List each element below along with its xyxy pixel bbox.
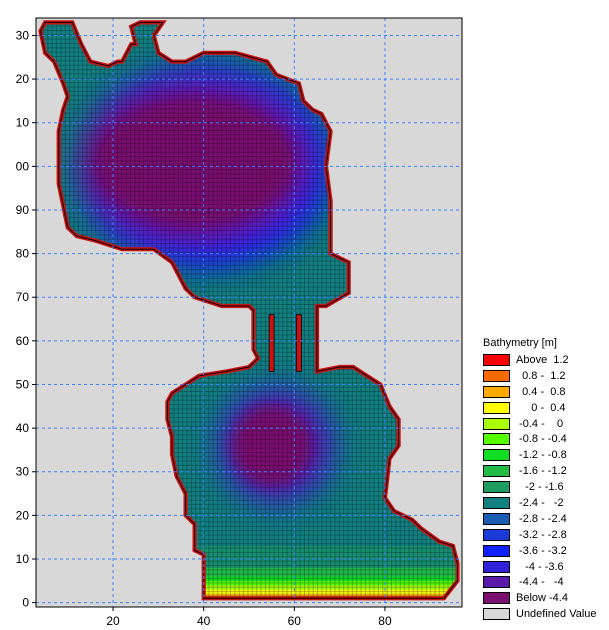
legend-item: 0.4 - 0.8 [483, 384, 607, 400]
legend-item: -0.8 - -0.4 [483, 431, 607, 447]
x-tick-label: 20 [106, 614, 120, 628]
y-tick-label: 0 [22, 596, 29, 610]
y-axis: 0 10 20 30 40 50 60 70 80 90 00 10 20 30 [16, 28, 36, 610]
legend-item: -0.4 - 0 [483, 416, 607, 432]
legend-item: -2.8 - -2.4 [483, 511, 607, 527]
x-tick-label: 60 [288, 614, 302, 628]
legend-label: -0.4 - 0 [516, 417, 564, 430]
y-tick-label: 00 [16, 159, 30, 173]
legend-item: 0.8 - 1.2 [483, 368, 607, 384]
y-tick-label: 90 [16, 203, 30, 217]
legend-item: -3.2 - -2.8 [483, 527, 607, 543]
legend-label: 0 - 0.4 [516, 401, 566, 414]
legend-item: -1.6 - -1.2 [483, 463, 607, 479]
y-tick-label: 60 [16, 334, 30, 348]
legend-swatch [483, 465, 510, 478]
legend-item: Below -4.4 [483, 590, 607, 606]
y-tick-label: 10 [16, 116, 30, 130]
y-tick-label: 30 [16, 465, 30, 479]
legend-swatch [483, 433, 510, 446]
legend-label: -2.4 - -2 [516, 496, 564, 509]
legend-swatch [483, 401, 510, 414]
y-tick-label: 50 [16, 377, 30, 391]
legend-swatch [483, 608, 510, 621]
legend-label: -0.8 - -0.4 [516, 433, 567, 446]
legend-item: 0 - 0.4 [483, 400, 607, 416]
plot-frame [35, 17, 463, 608]
legend-item: -2 - -1.6 [483, 479, 607, 495]
legend-swatch [483, 576, 510, 589]
legend-label: -1.2 - -0.8 [516, 449, 567, 462]
legend-item: -2.4 - -2 [483, 495, 607, 511]
legend-item: -4 - -3.6 [483, 559, 607, 575]
y-tick-label: 10 [16, 552, 30, 566]
y-tick-label: 40 [16, 421, 30, 435]
legend-item: Undefined Value [483, 606, 607, 622]
grid-lines [36, 18, 462, 607]
legend: Bathymetry [m] Above 1.2 0.8 - 1.2 0.4 -… [483, 336, 607, 622]
legend-title: Bathymetry [m] [483, 337, 557, 349]
y-tick-label: 20 [16, 72, 30, 86]
y-tick-label: 70 [16, 290, 30, 304]
legend-label: -2.8 - -2.4 [516, 512, 567, 525]
legend-label: -4 - -3.6 [516, 560, 564, 573]
y-tick-label: 80 [16, 247, 30, 261]
legend-swatch [483, 369, 510, 382]
legend-label: Above 1.2 [516, 353, 569, 366]
legend-label: 0.8 - 1.2 [516, 369, 566, 382]
legend-label: 0.4 - 0.8 [516, 385, 566, 398]
x-tick-label: 40 [197, 614, 211, 628]
legend-label: -4.4 - -4 [516, 576, 564, 589]
legend-label: -3.2 - -2.8 [516, 528, 567, 541]
legend-swatch [483, 512, 510, 525]
legend-label: -3.6 - -3.2 [516, 544, 567, 557]
legend-swatch [483, 496, 510, 509]
y-tick-label: 30 [16, 28, 30, 42]
x-tick-label: 80 [378, 614, 392, 628]
legend-swatch [483, 449, 510, 462]
x-axis: 20 40 60 80 [106, 607, 392, 628]
legend-item: -4.4 - -4 [483, 574, 607, 590]
legend-label: -1.6 - -1.2 [516, 465, 567, 478]
legend-item: -3.6 - -3.2 [483, 543, 607, 559]
legend-swatch [483, 544, 510, 557]
legend-label: Below -4.4 [516, 592, 568, 605]
legend-swatch [483, 592, 510, 605]
legend-item: -1.2 - -0.8 [483, 447, 607, 463]
legend-swatch [483, 353, 510, 366]
legend-item: Above 1.2 [483, 352, 607, 368]
legend-swatch [483, 481, 510, 494]
legend-swatch [483, 560, 510, 573]
legend-swatch [483, 528, 510, 541]
legend-label: Undefined Value [516, 608, 597, 621]
legend-swatch [483, 385, 510, 398]
legend-label: -2 - -1.6 [516, 481, 564, 494]
legend-swatch [483, 417, 510, 430]
y-tick-label: 20 [16, 508, 30, 522]
